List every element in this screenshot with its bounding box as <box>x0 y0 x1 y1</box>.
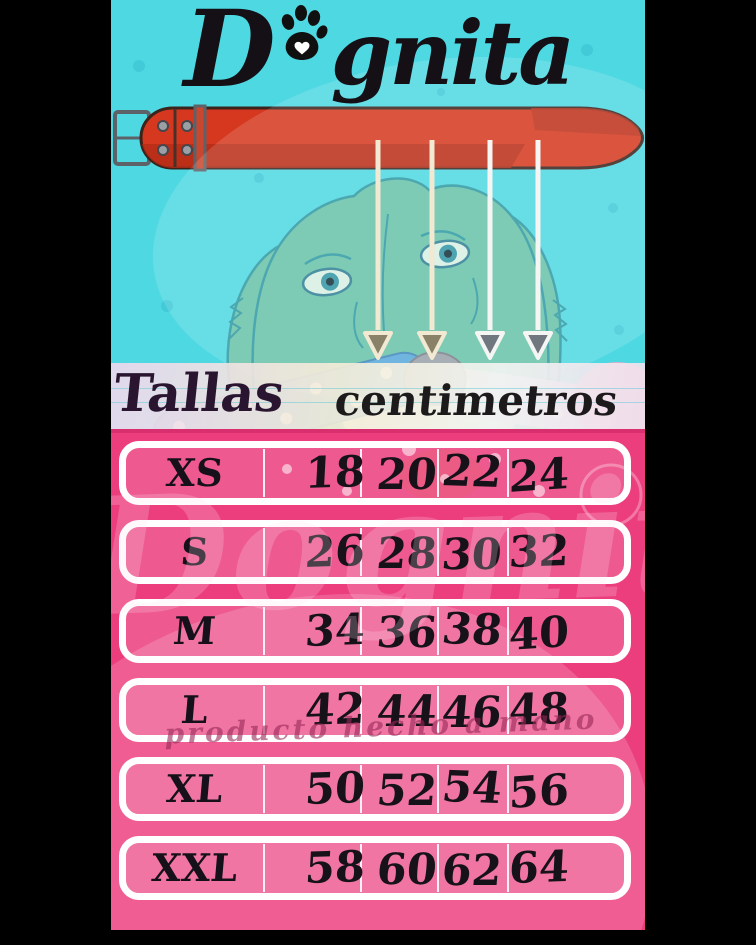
size-row-s: S 26 28 30 32 <box>119 520 631 584</box>
cell-divider <box>506 844 509 892</box>
size-value-cm: 30 <box>439 530 504 580</box>
logo-letters-gnita: gnita <box>330 1 576 106</box>
cell-divider <box>437 607 440 655</box>
size-value-cm: 52 <box>375 766 440 816</box>
size-value-cm: 50 <box>303 762 367 816</box>
cell-divider <box>437 765 440 813</box>
size-table: Dognita XS 18 20 22 24 S 26 28 30 32 <box>111 433 645 930</box>
size-value-cm: 38 <box>439 603 506 657</box>
size-value-cm: 18 <box>303 446 367 500</box>
size-value-cm: 60 <box>375 845 440 895</box>
size-chart-poster: D gnita <box>111 0 645 930</box>
cell-divider <box>262 528 265 576</box>
cell-divider <box>506 765 509 813</box>
size-value-cm: 28 <box>375 529 440 579</box>
size-row-inner: XXL 58 60 62 64 <box>126 841 624 896</box>
measure-arrow-down-icon <box>473 140 507 370</box>
size-value-cm: 34 <box>303 604 367 658</box>
size-row-inner: XS 18 20 22 24 <box>126 445 624 503</box>
cell-divider <box>437 686 440 734</box>
size-value-cm: 26 <box>303 525 367 579</box>
magenta-divider <box>111 429 645 433</box>
measure-arrow-down-icon <box>415 140 449 370</box>
cell-divider <box>262 686 265 734</box>
ghost-illustration-remnants <box>282 442 643 527</box>
cell-divider <box>360 844 363 892</box>
column-header-centimeters: centimetros <box>332 376 621 425</box>
cell-divider <box>506 528 509 576</box>
cell-divider <box>262 607 265 655</box>
size-row-xs: XS 18 20 22 24 <box>119 441 631 505</box>
size-row-inner: L 42 44 46 48 <box>126 684 624 738</box>
size-value-cm: 40 <box>508 606 570 662</box>
size-row-l: L 42 44 46 48 <box>119 678 631 742</box>
paw-print-icon <box>278 4 328 61</box>
size-value-cm: 24 <box>508 448 570 504</box>
size-value-cm: 62 <box>439 846 504 896</box>
size-label: M <box>171 608 218 653</box>
size-row-xxl: XXL 58 60 62 64 <box>119 836 631 900</box>
ruled-line <box>111 388 645 389</box>
table-header-band: Tallas centimetros <box>111 363 645 429</box>
size-value-cm: 58 <box>303 841 367 895</box>
size-value-cm: 36 <box>375 608 440 658</box>
size-row-inner: M 34 36 38 40 <box>126 603 624 661</box>
size-value-cm: 22 <box>439 445 506 499</box>
cell-divider <box>360 449 363 497</box>
brand-logo: D gnita <box>111 0 645 111</box>
size-label: XXL <box>149 845 240 890</box>
size-value-cm: 54 <box>439 761 506 815</box>
size-value-cm: 32 <box>508 525 571 579</box>
size-row-inner: XL 50 52 54 56 <box>126 761 624 819</box>
column-header-sizes: Tallas <box>111 363 288 424</box>
red-collar-illustration <box>113 104 644 172</box>
size-label: XS <box>164 450 225 495</box>
logo-letter-d: D <box>183 0 276 111</box>
cell-divider <box>506 686 509 734</box>
measure-arrow-down-icon <box>361 140 395 370</box>
ruled-line <box>111 402 645 403</box>
cell-divider <box>437 844 440 892</box>
size-value-cm: 56 <box>508 764 570 820</box>
cell-divider <box>360 528 363 576</box>
size-row-inner: S 26 28 30 32 <box>126 525 624 580</box>
cell-divider <box>437 528 440 576</box>
size-row-xl: XL 50 52 54 56 <box>119 757 631 821</box>
cell-divider <box>506 607 509 655</box>
cell-divider <box>360 686 363 734</box>
cell-divider <box>360 607 363 655</box>
size-row-m: M 34 36 38 40 <box>119 599 631 663</box>
cell-divider <box>437 449 440 497</box>
cell-divider <box>506 449 509 497</box>
cell-divider <box>262 844 265 892</box>
size-label: S <box>178 529 211 574</box>
measure-arrow-down-icon <box>521 140 555 370</box>
size-value-cm: 64 <box>508 841 571 895</box>
cell-divider <box>262 449 265 497</box>
size-label: XL <box>164 766 225 811</box>
size-rows: XS 18 20 22 24 S 26 28 30 32 M <box>111 433 645 930</box>
cell-divider <box>262 765 265 813</box>
size-value-cm: 20 <box>375 450 440 500</box>
cell-divider <box>360 765 363 813</box>
